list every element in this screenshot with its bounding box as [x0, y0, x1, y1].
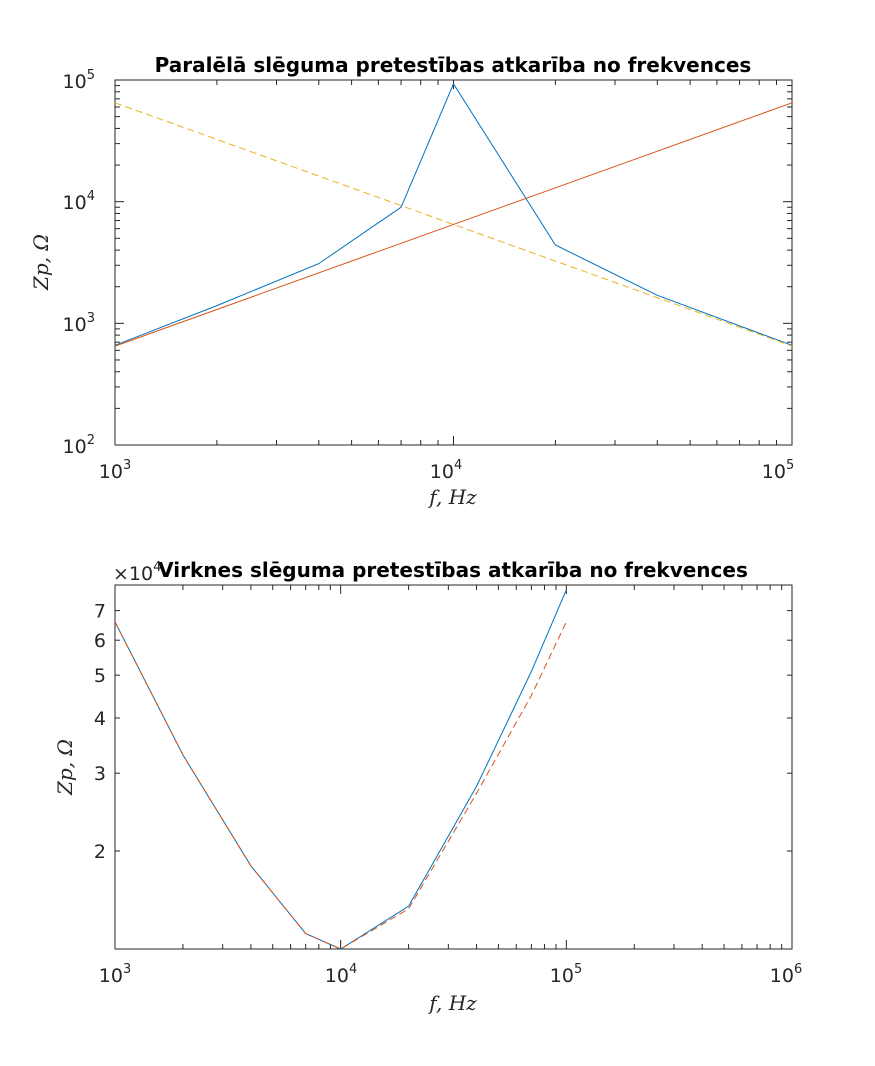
y-tick-label: 105 — [63, 68, 95, 93]
series-line-2 — [114, 102, 793, 347]
y-tick-label: 104 — [63, 189, 95, 214]
x-tick-label: 104 — [325, 962, 357, 987]
chart-parallel: Paralēlā slēguma pretestības atkarība no… — [29, 53, 794, 509]
x-tick-label: 105 — [550, 962, 582, 987]
chart-series: Virknes slēguma pretestības atkarība no … — [53, 558, 802, 1015]
y-tick-label: 102 — [63, 433, 95, 458]
y-tick-label: 6 — [94, 630, 106, 652]
x-tick-label: 105 — [762, 458, 794, 483]
chart-parallel-minor-ticks — [114, 79, 793, 446]
chart-parallel-series — [114, 82, 793, 347]
chart-parallel-y-ticks: 102 103 104 105 — [63, 68, 95, 458]
y-tick-label: 103 — [63, 311, 95, 336]
chart-series-y-label: Zp, Ω — [53, 739, 77, 796]
y-multiplier-label: ×104 — [113, 560, 161, 585]
chart-series-series — [114, 589, 567, 950]
chart-parallel-x-ticks: 103 104 105 — [99, 458, 794, 483]
y-tick-label: 4 — [94, 708, 106, 730]
chart-series-minor-ticks — [114, 584, 793, 949]
chart-series-axes — [114, 584, 793, 950]
chart-series-x-label: f, Hz — [427, 991, 477, 1015]
x-tick-label: 106 — [770, 962, 802, 987]
chart-parallel-axes — [114, 79, 793, 446]
chart-series-title: Virknes slēguma pretestības atkarība no … — [158, 558, 748, 582]
chart-series-y-ticks: 2 3 4 5 6 7 — [94, 601, 106, 863]
y-tick-label: 3 — [94, 763, 106, 785]
chart-parallel-x-label: f, Hz — [427, 485, 477, 509]
y-tick-label: 2 — [94, 841, 106, 863]
chart-series-x-ticks: 103 104 105 106 — [99, 962, 802, 987]
x-tick-label: 103 — [99, 962, 131, 987]
chart-parallel-y-label: Zp, Ω — [29, 234, 53, 291]
y-tick-label: 5 — [94, 665, 106, 687]
chart-parallel-title: Paralēlā slēguma pretestības atkarība no… — [155, 53, 752, 77]
y-tick-label: 7 — [94, 601, 106, 623]
series-line-3 — [114, 102, 793, 347]
series-line-1 — [114, 82, 793, 346]
series-line-2 — [114, 621, 567, 950]
x-tick-label: 103 — [99, 458, 131, 483]
x-tick-label: 104 — [430, 458, 462, 483]
